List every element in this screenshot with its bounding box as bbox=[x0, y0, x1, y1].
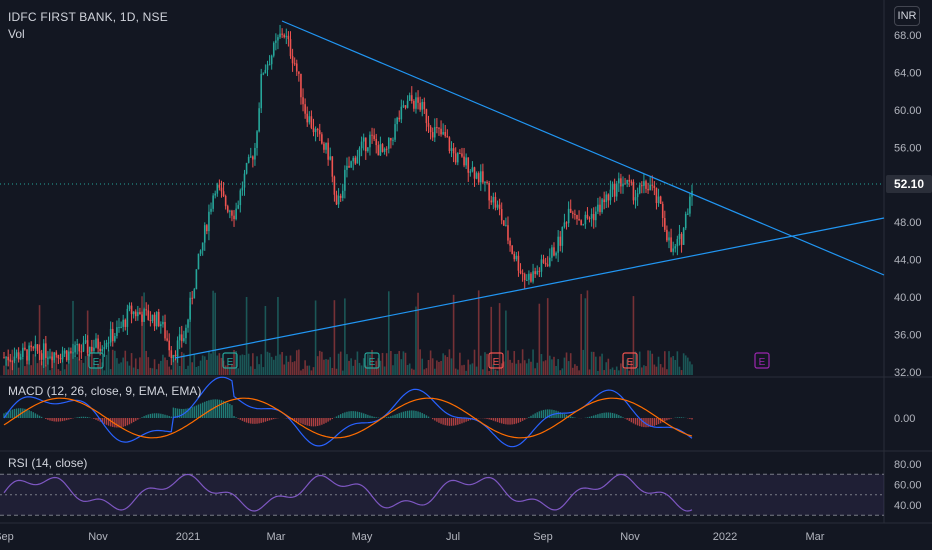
rsi-tick-label: 60.00 bbox=[894, 480, 922, 492]
svg-text:E: E bbox=[627, 357, 634, 368]
macd-legend[interactable]: MACD (12, 26, close, 9, EMA, EMA) bbox=[8, 384, 202, 398]
svg-text:E: E bbox=[369, 357, 376, 368]
rsi-tick-label: 40.00 bbox=[894, 500, 922, 512]
earnings-marker[interactable]: E bbox=[222, 352, 238, 369]
signal-line bbox=[3, 397, 693, 439]
time-tick-label: Nov bbox=[620, 531, 640, 543]
currency-button[interactable]: INR bbox=[894, 6, 920, 26]
earnings-marker[interactable]: E bbox=[364, 352, 380, 369]
time-tick-label: Mar bbox=[806, 531, 825, 543]
time-tick-label: 2021 bbox=[176, 531, 200, 543]
earnings-marker[interactable]: E bbox=[88, 352, 104, 369]
volume-bars bbox=[3, 290, 693, 375]
time-tick-label: 2022 bbox=[713, 531, 737, 543]
price-tick-label: 60.00 bbox=[894, 105, 922, 117]
time-tick-label: Sep bbox=[0, 531, 14, 543]
time-tick-label: Mar bbox=[267, 531, 286, 543]
svg-text:E: E bbox=[759, 357, 766, 368]
rsi-line bbox=[3, 473, 693, 512]
ascending-trendline bbox=[174, 217, 885, 359]
price-tick-label: 68.00 bbox=[894, 30, 922, 42]
price-tick-label: 56.00 bbox=[894, 142, 922, 154]
rsi-tick-label: 80.00 bbox=[894, 459, 922, 471]
symbol-title[interactable]: IDFC FIRST BANK, 1D, NSE bbox=[8, 10, 168, 24]
price-tick-label: 64.00 bbox=[894, 67, 922, 79]
time-tick-label: Nov bbox=[88, 531, 108, 543]
descending-trendline bbox=[281, 20, 885, 276]
time-tick-label: Sep bbox=[533, 531, 553, 543]
price-tick-label: 44.00 bbox=[894, 255, 922, 267]
time-tick-label: Jul bbox=[446, 531, 460, 543]
macd-tick-label: 0.00 bbox=[894, 413, 915, 425]
volume-legend: Vol bbox=[8, 27, 25, 41]
earnings-marker[interactable]: E bbox=[622, 352, 638, 369]
price-tick-label: 36.00 bbox=[894, 330, 922, 342]
price-tick-label: 48.00 bbox=[894, 217, 922, 229]
time-tick-label: May bbox=[352, 531, 373, 543]
macd-histogram bbox=[3, 399, 693, 428]
rsi-legend[interactable]: RSI (14, close) bbox=[8, 456, 88, 470]
earnings-marker[interactable]: E bbox=[754, 352, 770, 369]
price-tick-label: 40.00 bbox=[894, 292, 922, 304]
price-tick-label: 32.00 bbox=[894, 367, 922, 379]
last-price-label: 52.10 bbox=[886, 175, 932, 193]
earnings-marker[interactable]: E bbox=[488, 352, 504, 369]
svg-text:E: E bbox=[93, 357, 100, 368]
svg-text:E: E bbox=[493, 357, 500, 368]
svg-text:E: E bbox=[227, 357, 234, 368]
price-candles bbox=[3, 24, 693, 371]
